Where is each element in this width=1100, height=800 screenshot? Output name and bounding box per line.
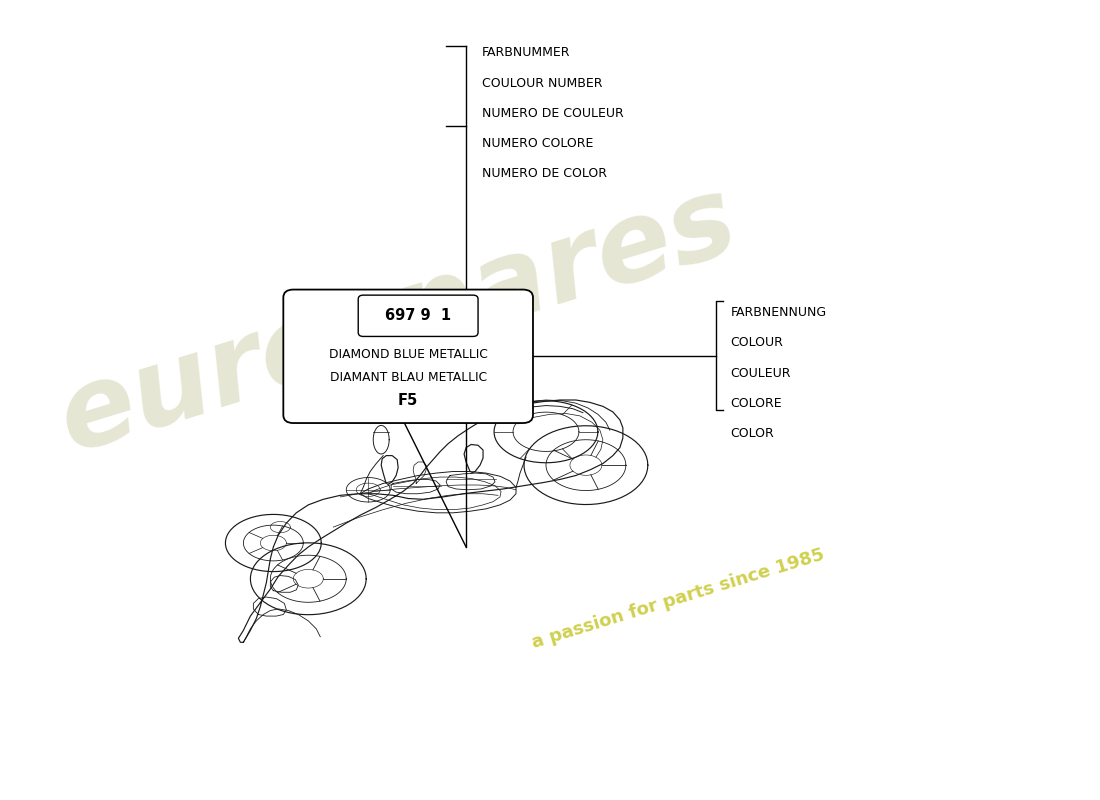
FancyBboxPatch shape [284,290,534,423]
Text: F5: F5 [398,393,418,408]
Text: NUMERO DE COULEUR: NUMERO DE COULEUR [482,107,624,120]
Text: COULOUR NUMBER: COULOUR NUMBER [482,77,603,90]
Text: COULEUR: COULEUR [730,366,791,380]
Text: COLORE: COLORE [730,397,782,410]
Text: a passion for parts since 1985: a passion for parts since 1985 [529,546,826,652]
Text: COLOUR: COLOUR [730,337,783,350]
Text: COLOR: COLOR [730,427,774,440]
Text: DIAMANT BLAU METALLIC: DIAMANT BLAU METALLIC [330,370,486,384]
Text: 697 9  1: 697 9 1 [385,308,451,323]
Text: NUMERO DE COLOR: NUMERO DE COLOR [482,167,607,180]
Text: FARBNUMMER: FARBNUMMER [482,46,571,59]
Text: NUMERO COLORE: NUMERO COLORE [482,137,593,150]
Text: FARBNENNUNG: FARBNENNUNG [730,306,827,319]
Text: eurospares: eurospares [46,166,750,474]
FancyBboxPatch shape [359,295,478,337]
Text: DIAMOND BLUE METALLIC: DIAMOND BLUE METALLIC [329,348,487,362]
